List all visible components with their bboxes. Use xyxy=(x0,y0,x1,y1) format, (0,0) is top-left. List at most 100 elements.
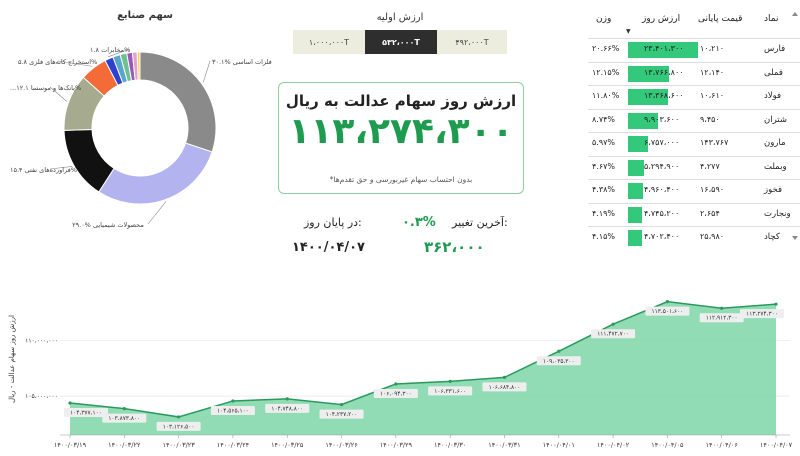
row-weight: ۴.۶۷% xyxy=(592,161,616,171)
donut-label-0: ۳۰.۱% فلزات اساسی xyxy=(212,58,272,66)
series-line xyxy=(69,300,777,418)
data-point[interactable] xyxy=(448,379,452,383)
donut-leader-1 xyxy=(147,201,167,225)
x-tick-label: ۱۴۰۰/۰۴/۰۲ xyxy=(597,441,630,449)
x-tick-label: ۱۴۰۰/۰۳/۱۹ xyxy=(54,441,87,449)
donut-label-3: ...بانک‌ها و موسسا ۱۲.۱% xyxy=(10,84,81,92)
donut-slice-10[interactable] xyxy=(136,51,141,81)
initial-value-option-492k[interactable]: ۴۹۲،۰۰۰T xyxy=(437,30,507,54)
row-close-price: ۱۰،۲۱۰ xyxy=(700,44,725,53)
data-label-bg xyxy=(156,421,201,431)
row-symbol[interactable]: فخوز xyxy=(764,185,783,195)
data-label-bg xyxy=(740,309,784,319)
x-tick-label: ۱۴۰۰/۰۳/۳۰ xyxy=(434,441,466,449)
table-row[interactable]: فارس ۱۰،۲۱۰ ۲۳،۴۰۱،۳۰۰ ۲۰.۶۶% xyxy=(588,38,800,62)
table-row[interactable]: فولاد ۱۰،۶۱۰ ۱۳،۳۶۸،۶۰۰ ۱۱.۸۰% xyxy=(588,85,800,109)
table-row[interactable]: مارون ۱۴۳،۷۶۷ ۶،۷۵۷،۰۰۰ ۵.۹۷% xyxy=(588,132,800,156)
data-point[interactable] xyxy=(177,415,181,419)
area-fill xyxy=(70,301,776,435)
update-date: ۱۴۰۰/۰۴/۰۷ xyxy=(292,240,365,255)
data-point[interactable] xyxy=(720,306,724,310)
data-point[interactable] xyxy=(774,302,778,306)
header-day-value[interactable]: ارزش روز xyxy=(642,14,681,24)
row-value-bar xyxy=(628,206,643,223)
donut-leader-4 xyxy=(57,60,93,67)
data-label: ۱۰۴،۵۶۵،۱۰۰ xyxy=(217,408,249,414)
data-point[interactable] xyxy=(394,382,398,386)
row-symbol[interactable]: فارس xyxy=(764,44,786,54)
table-row[interactable]: فخوز ۱۶،۵۹۰ ۴،۹۶۰،۴۰۰ ۴.۳۸% xyxy=(588,179,800,203)
row-symbol[interactable]: ونجارت xyxy=(764,208,791,219)
table-row[interactable]: فملی ۱۲،۱۴۰ ۱۳،۷۶۶،۸۰۰ ۱۲.۱۵% xyxy=(588,61,800,86)
initial-value-option-1m[interactable]: ۱،۰۰۰،۰۰۰T xyxy=(293,30,365,54)
data-point[interactable] xyxy=(285,397,289,401)
card-note: *بدون احتساب سهام غیربورسی و حق تقدم‌ها xyxy=(329,175,473,184)
row-symbol[interactable]: مارون xyxy=(764,138,786,148)
row-weight: ۴.۱۹% xyxy=(592,208,616,218)
row-weight: ۱۱.۸۰% xyxy=(592,91,620,100)
data-point[interactable] xyxy=(611,322,615,326)
table-row[interactable]: وبملت ۴،۲۷۷ ۵،۲۹۴،۹۰۰ ۴.۶۷% xyxy=(588,155,800,180)
row-symbol[interactable]: شتران xyxy=(764,114,787,125)
donut-label-2: فراورده‌های نفتی ۱۵.۴% xyxy=(10,166,77,174)
donut-leader-0 xyxy=(202,60,211,83)
row-symbol[interactable]: فملی xyxy=(764,67,783,78)
row-day-value: ۴،۷۰۲،۴۰۰ xyxy=(644,232,680,241)
row-close-price: ۱۰،۶۱۰ xyxy=(700,91,725,100)
y-tick-label: ۱۱۰،۰۰۰،۰۰۰ xyxy=(25,338,58,345)
x-tick-label: ۱۴۰۰/۰۴/۰۷ xyxy=(760,441,793,449)
donut-leader-3 xyxy=(49,86,67,102)
data-point[interactable] xyxy=(68,401,72,405)
table-row[interactable]: کچاد ۲۵،۹۸۰ ۴،۷۰۲،۴۰۰ ۴.۱۵% xyxy=(588,226,800,246)
history-area-chart[interactable]: ۱۰۵،۰۰۰،۰۰۰ ۱۱۰،۰۰۰،۰۰۰ ۱۴۰۰/۰۳/۱۹ ۱۴۰۰/۰۳/… xyxy=(0,285,800,456)
row-symbol[interactable]: کچاد xyxy=(764,232,780,242)
row-weight: ۱۲.۱۵% xyxy=(592,67,620,77)
header-close-price[interactable]: قیمت پایانی xyxy=(698,14,743,24)
x-tick-label: ۱۴۰۰/۰۳/۲۲ xyxy=(108,441,141,449)
x-tick-label: ۱۴۰۰/۰۳/۲۳ xyxy=(162,441,195,449)
table-scrollbar[interactable] xyxy=(792,12,798,240)
row-value-bar xyxy=(628,112,658,129)
data-point[interactable] xyxy=(122,407,126,411)
data-point[interactable] xyxy=(339,402,344,407)
data-label: ۱۰۶،۳۳۱،۶۰۰ xyxy=(434,389,466,395)
donut-title: سهم صنایع xyxy=(117,10,173,21)
last-change-label: آخرین تغییر: xyxy=(452,216,508,229)
data-label: ۱۰۹،۰۳۵،۳۰۰ xyxy=(543,359,575,365)
data-point[interactable] xyxy=(557,349,561,353)
row-value-bar xyxy=(628,42,698,58)
table-row[interactable]: شتران ۹،۴۵۰ ۹،۹۰۳،۶۰۰ ۸.۷۴% xyxy=(588,108,800,133)
data-label: ۱۰۶،۰۹۴،۳۰۰ xyxy=(380,391,412,397)
header-weight[interactable]: وزن xyxy=(596,14,612,24)
donut-slice-0[interactable] xyxy=(139,51,217,153)
data-label-bg xyxy=(64,408,108,418)
sort-desc-icon[interactable]: ▼ xyxy=(626,28,631,35)
donut-leader-5 xyxy=(108,48,131,58)
row-symbol[interactable]: فولاد xyxy=(764,91,782,101)
table-row[interactable]: ونجارت ۲،۶۵۴ ۴،۷۴۵،۲۰۰ ۴.۱۹% xyxy=(588,202,800,227)
row-value-bar xyxy=(628,183,643,199)
data-label: ۱۰۳،۸۷۳،۸۰۰ xyxy=(108,416,140,422)
data-label-bg xyxy=(699,313,744,323)
data-label-bg xyxy=(591,329,636,339)
data-point[interactable] xyxy=(502,375,507,379)
donut-label-1: ۲۹.۰% محصولات شیمیایی xyxy=(72,221,144,229)
data-label: ۱۱۱،۴۷۲،۷۰۰ xyxy=(597,332,629,338)
data-label-bg xyxy=(319,409,364,419)
row-symbol[interactable]: وبملت xyxy=(764,161,787,172)
row-day-value: ۱۳،۳۶۸،۶۰۰ xyxy=(644,91,684,100)
data-point[interactable] xyxy=(665,300,669,304)
row-weight: ۸.۷۴% xyxy=(592,114,616,124)
data-label-bg xyxy=(645,306,690,316)
industry-donut-chart[interactable]: ۳۰.۱% فلزات اساسی ۲۹.۰% محصولات شیمیایی فر… xyxy=(0,20,280,250)
row-close-price: ۱۶،۵۹۰ xyxy=(700,185,725,194)
initial-value-option-532k[interactable]: ۵۳۲،۰۰۰T xyxy=(365,30,437,54)
data-point[interactable] xyxy=(231,399,235,403)
row-value-bar xyxy=(628,136,649,152)
row-close-price: ۹،۴۵۰ xyxy=(700,114,720,124)
donut-slice-1[interactable] xyxy=(98,142,213,205)
row-value-bar xyxy=(628,65,670,82)
row-weight: ۴.۳۸% xyxy=(592,185,616,194)
row-day-value: ۱۳،۷۶۶،۸۰۰ xyxy=(644,67,684,77)
header-symbol[interactable]: نماد xyxy=(764,14,779,24)
